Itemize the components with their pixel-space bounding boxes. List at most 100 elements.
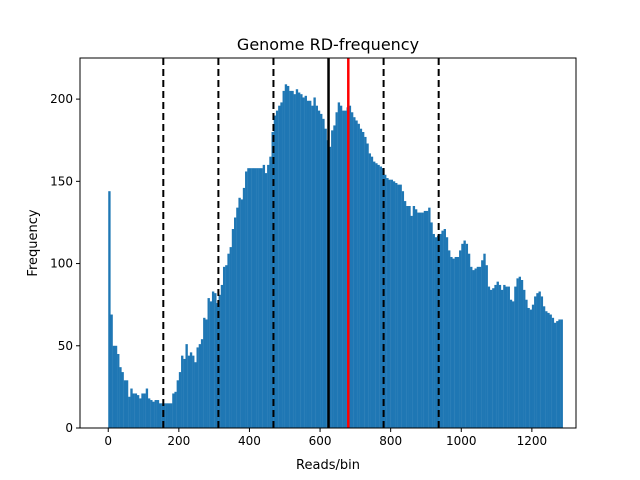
histogram-bar: [439, 233, 442, 428]
reference-lines-group: [162, 58, 440, 428]
histogram-bar: [498, 284, 502, 428]
histogram-bar: [335, 112, 338, 429]
histogram-bar: [472, 270, 475, 428]
histogram-bar: [256, 168, 259, 428]
histogram-bar: [403, 201, 407, 428]
histogram-bar: [178, 372, 182, 428]
histogram-bar: [379, 166, 382, 428]
histogram-bar: [487, 286, 491, 428]
histogram-bar: [448, 250, 451, 428]
histogram-bar: [205, 319, 208, 428]
histogram-bar: [397, 184, 400, 428]
histogram-bar: [108, 191, 111, 428]
histogram-bar: [366, 143, 369, 428]
histogram-bar: [494, 284, 497, 428]
histogram-bar: [401, 191, 405, 428]
y-tick-label: 100: [50, 257, 73, 271]
histogram-bar: [258, 168, 261, 428]
histogram-bar: [311, 105, 314, 428]
histogram-bar: [185, 344, 188, 428]
histogram-bar: [359, 128, 363, 428]
histogram-bar: [507, 286, 510, 428]
histogram-bar: [432, 233, 435, 428]
histogram-bar: [399, 184, 402, 428]
histogram-bar: [445, 237, 449, 428]
histogram-bar: [540, 296, 544, 428]
histogram-bar: [158, 403, 162, 428]
histogram-bar: [485, 265, 488, 428]
histogram-bar: [456, 256, 460, 428]
histogram-bar: [459, 250, 462, 428]
histogram-bar: [203, 317, 206, 428]
histogram-bar: [187, 355, 191, 428]
histogram-bar: [236, 207, 239, 428]
histogram-bar: [200, 339, 204, 428]
histogram-bar: [269, 156, 272, 429]
histogram-bar: [225, 265, 228, 428]
histogram-bar: [238, 197, 241, 428]
x-axis-label: Reads/bin: [296, 458, 360, 473]
histogram-bar: [211, 291, 215, 428]
histogram-bar: [423, 210, 427, 428]
histogram-bar: [260, 168, 263, 428]
histogram-bar: [143, 393, 146, 428]
histogram-bar: [454, 256, 458, 428]
histogram-bar: [278, 105, 281, 428]
x-axis-ticks: 0 200 400 600 800 1000 1200: [104, 428, 547, 448]
histogram-bar: [465, 243, 469, 428]
histogram-bar: [375, 163, 378, 429]
histogram-bar: [240, 199, 243, 428]
histogram-bar: [280, 102, 283, 429]
histogram-bar: [121, 372, 124, 428]
histogram-bar: [286, 85, 290, 429]
histogram-bar: [198, 344, 202, 428]
histogram-bar: [262, 164, 266, 428]
histogram-bar: [183, 358, 186, 428]
histogram-bar: [414, 209, 418, 428]
histogram-bar: [297, 92, 301, 428]
histogram-bar: [227, 253, 230, 428]
histogram-bar: [547, 312, 550, 428]
histogram-bar: [328, 146, 332, 429]
histogram-bar: [525, 299, 528, 428]
x-tick-label: 200: [167, 434, 190, 448]
histogram-bar: [163, 403, 166, 428]
histogram-bar: [324, 128, 327, 428]
histogram-bar: [165, 403, 168, 428]
histogram-bar: [368, 153, 371, 428]
histogram-bar: [333, 125, 336, 429]
histogram-bar: [461, 243, 464, 428]
histogram-bar: [196, 347, 199, 428]
histogram-bar: [421, 212, 424, 428]
histogram-bar: [154, 400, 157, 428]
x-tick-label: 1000: [446, 434, 477, 448]
histogram-bar: [112, 345, 116, 428]
histogram-bar: [377, 164, 380, 428]
histogram-bar: [174, 391, 177, 428]
histogram-bar: [348, 105, 352, 428]
histogram-bar: [384, 174, 387, 428]
histogram-bar: [478, 266, 482, 428]
histogram-bar: [222, 266, 226, 428]
histogram-bar: [529, 309, 533, 428]
histogram-bar: [412, 206, 416, 428]
histogram-bar: [156, 400, 160, 428]
histogram-bar: [536, 293, 539, 428]
histogram-bar: [150, 400, 153, 428]
histogram-bar: [370, 156, 374, 429]
histogram-bar: [167, 403, 171, 428]
histogram-bar: [344, 110, 347, 429]
histogram-bar: [245, 171, 248, 428]
x-tick-label: 800: [379, 434, 402, 448]
histogram-bar: [556, 321, 559, 428]
histogram-bar: [364, 136, 367, 428]
histogram-bar: [417, 212, 420, 428]
histogram-bar: [390, 179, 394, 428]
histogram-bar: [293, 94, 296, 429]
histogram-bar: [309, 100, 312, 428]
histogram-bar: [289, 90, 292, 428]
histogram-bar: [534, 296, 537, 428]
histogram-bar: [136, 395, 140, 428]
y-tick-label: 200: [50, 92, 73, 106]
histogram-bar: [114, 345, 118, 428]
